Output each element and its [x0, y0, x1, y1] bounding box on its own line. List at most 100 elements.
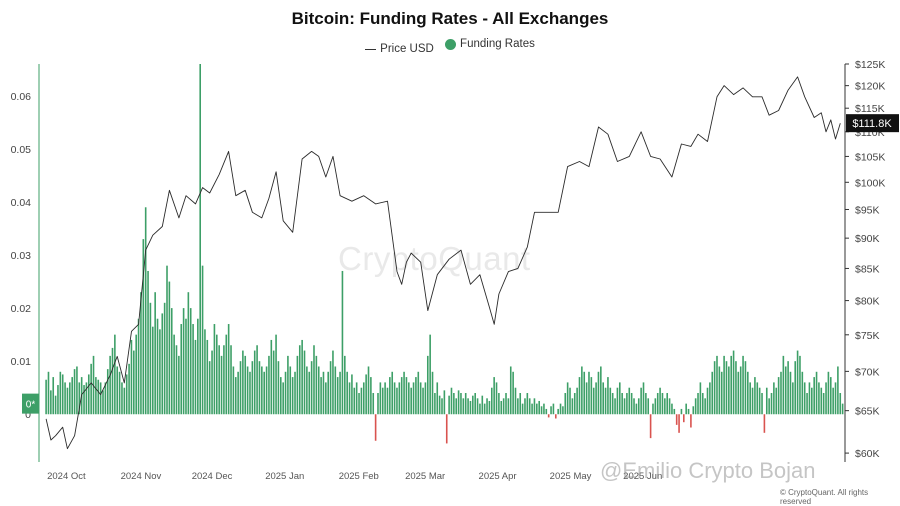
funding-bar — [671, 403, 673, 415]
right-tick-label: $85K — [855, 263, 880, 275]
funding-bar — [310, 361, 313, 415]
funding-bar — [194, 339, 197, 415]
funding-bar — [616, 387, 619, 415]
funding-bar — [536, 403, 538, 415]
funding-bar — [455, 398, 458, 415]
funding-bar — [322, 371, 325, 415]
funding-bar — [462, 398, 465, 415]
funding-bar — [460, 393, 462, 415]
legend-item-funding[interactable]: Funding Rates — [445, 38, 535, 50]
funding-bar — [298, 345, 301, 415]
left-tick-label: 0.03 — [11, 250, 32, 262]
right-tick-label: $100K — [855, 177, 885, 189]
funding-bar — [234, 377, 237, 415]
funding-bar — [61, 374, 64, 415]
funding-bar — [524, 398, 526, 415]
funding-bar — [424, 382, 427, 415]
funding-bar — [502, 398, 505, 415]
funding-bar — [716, 355, 718, 415]
funding-bar — [777, 377, 780, 415]
funding-bar — [583, 371, 586, 415]
funding-bar — [543, 403, 545, 415]
funding-bar — [261, 366, 263, 415]
funding-bar — [187, 292, 190, 415]
funding-bar — [154, 292, 156, 415]
funding-bar — [384, 382, 386, 415]
funding-bar — [664, 398, 666, 415]
funding-bar — [550, 406, 552, 415]
funding-bar — [469, 400, 472, 415]
funding-bar — [763, 414, 766, 433]
left-tick-label: 0.02 — [11, 303, 32, 315]
funding-bar — [481, 395, 484, 415]
funding-bar — [92, 355, 95, 415]
funding-bar — [493, 377, 495, 415]
funding-bar — [327, 371, 330, 415]
funding-bar — [344, 355, 346, 415]
funding-bar — [839, 393, 842, 415]
funding-bar — [739, 366, 742, 415]
funding-bar — [694, 398, 697, 415]
funding-bar — [201, 265, 204, 415]
funding-bar — [573, 393, 576, 415]
funding-bar — [346, 371, 348, 415]
funding-bar — [320, 377, 322, 415]
funding-bar — [334, 366, 337, 415]
funding-bar — [291, 377, 294, 415]
right-tick-label: $90K — [855, 233, 880, 245]
funding-bar — [52, 377, 55, 415]
x-tick-label: 2024 Nov — [121, 471, 162, 482]
funding-bar — [230, 345, 232, 415]
funding-bar — [256, 345, 258, 415]
right-tick-label: $115K — [855, 103, 885, 115]
funding-bar — [640, 387, 642, 415]
funding-bar — [140, 292, 142, 415]
right-tick-label: $120K — [855, 81, 885, 93]
funding-bar — [780, 371, 782, 415]
funding-bar — [351, 374, 353, 415]
funding-bar — [794, 361, 797, 415]
funding-bar — [827, 371, 830, 415]
funding-bar — [355, 382, 358, 415]
funding-bar — [109, 355, 111, 415]
funding-bar — [656, 393, 659, 415]
funding-bar — [611, 393, 614, 415]
funding-bar — [505, 393, 507, 415]
right-tick-label: $95K — [855, 204, 880, 216]
funding-bar — [445, 414, 448, 444]
funding-bar — [206, 339, 209, 415]
funding-bar — [192, 324, 194, 415]
right-tick-label: $65K — [855, 406, 880, 418]
legend-item-price[interactable]: Price USD — [365, 43, 434, 55]
funding-bar — [372, 393, 375, 415]
funding-bar — [317, 366, 320, 415]
funding-bar — [517, 398, 519, 415]
funding-bar — [168, 281, 171, 415]
funding-bar — [690, 414, 692, 428]
funding-bar — [581, 366, 583, 415]
funding-bar — [294, 371, 296, 415]
funding-bar — [374, 414, 377, 441]
funding-bar — [822, 393, 825, 415]
funding-bar — [339, 371, 341, 415]
funding-bar — [218, 345, 220, 415]
funding-bar — [709, 382, 711, 415]
funding-bar — [562, 406, 564, 415]
funding-bar — [102, 390, 104, 415]
left-tick-label: 0 — [25, 409, 31, 421]
funding-bar — [225, 334, 228, 415]
funding-bar — [507, 398, 510, 415]
right-tick-label: $105K — [855, 151, 885, 163]
funding-bar — [737, 371, 740, 415]
funding-bar — [820, 387, 823, 415]
funding-bar — [680, 408, 683, 415]
funding-bar — [528, 398, 531, 415]
funding-bar — [564, 393, 567, 415]
funding-bar — [450, 387, 453, 415]
funding-bar — [87, 374, 90, 415]
funding-bar — [765, 387, 768, 415]
x-tick-label: 2025 Apr — [479, 471, 517, 482]
funding-bar — [813, 377, 815, 415]
funding-bar — [223, 345, 225, 415]
funding-bar — [801, 371, 804, 415]
